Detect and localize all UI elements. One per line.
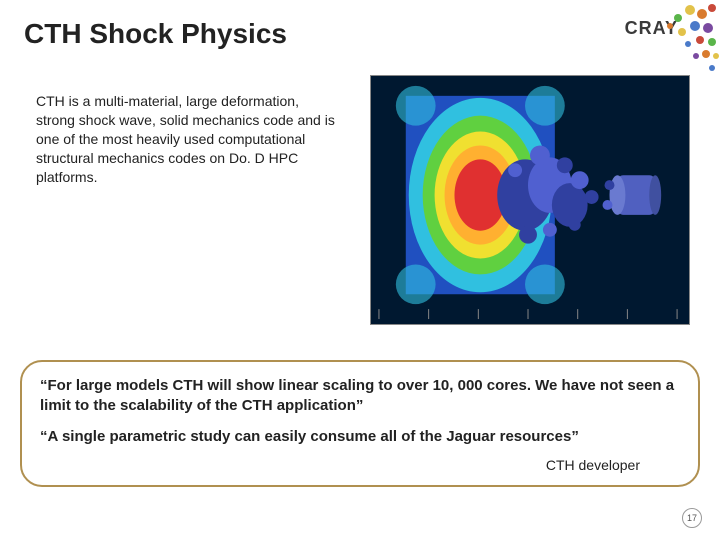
quote-2: “A single parametric study can easily co… bbox=[40, 427, 680, 447]
simulation-image bbox=[370, 75, 690, 325]
cray-logo: CRAY bbox=[625, 18, 678, 39]
quote-1: “For large models CTH will show linear s… bbox=[40, 376, 680, 415]
slide-container: CTH Shock Physics CRAY CTH is a multi-ma… bbox=[0, 0, 720, 540]
quote-box: “For large models CTH will show linear s… bbox=[20, 360, 700, 487]
slide-title: CTH Shock Physics bbox=[24, 18, 287, 50]
page-number: 17 bbox=[682, 508, 702, 528]
body-paragraph: CTH is a multi-material, large deformati… bbox=[36, 92, 336, 186]
quote-attribution: CTH developer bbox=[40, 457, 680, 473]
